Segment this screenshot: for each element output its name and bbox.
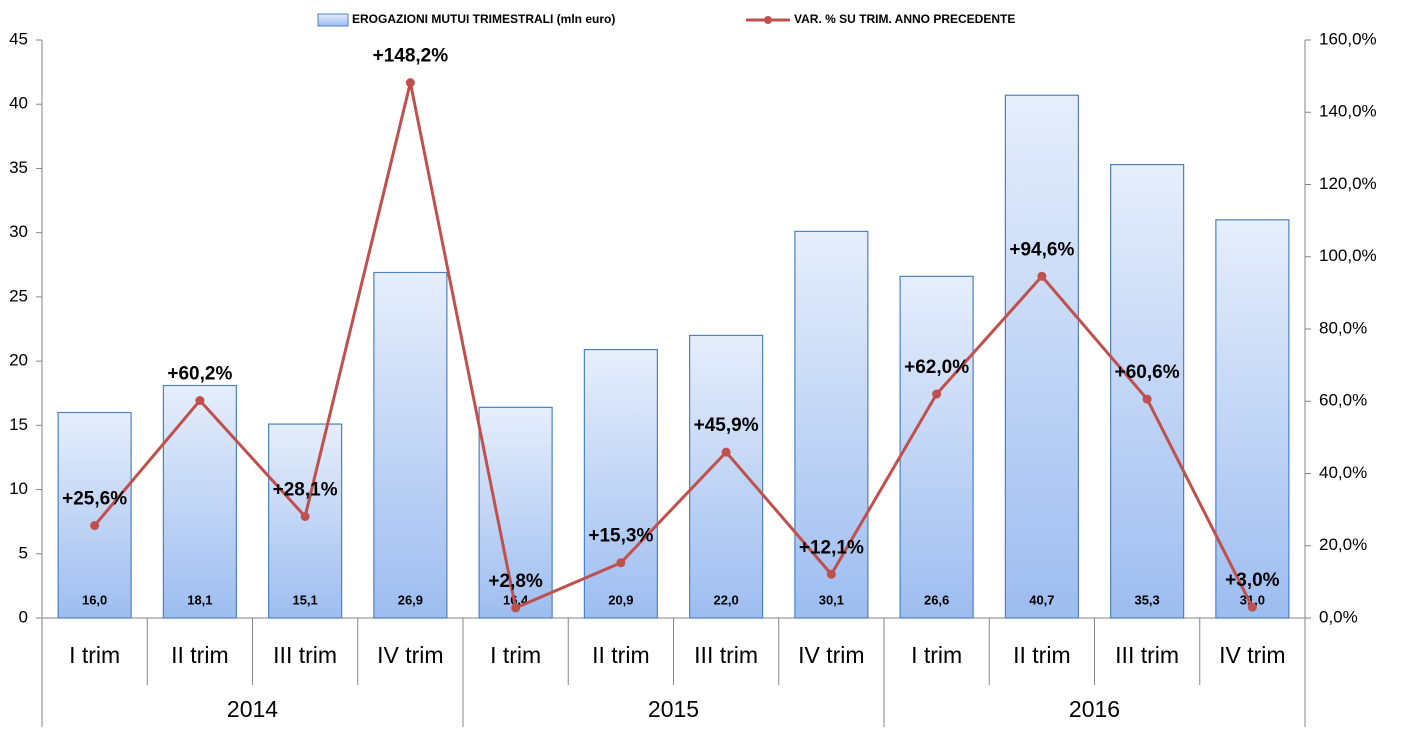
line-point	[826, 569, 836, 579]
y-tick-label: 30	[9, 222, 28, 241]
bar-value-label: 20,9	[608, 592, 633, 607]
line-point	[300, 511, 310, 521]
bar	[57, 411, 132, 619]
y2-tick-label: 60,0%	[1319, 391, 1367, 410]
bar	[1215, 219, 1290, 619]
line-value-label: +62,0%	[904, 357, 969, 378]
y2-tick-label: 140,0%	[1319, 102, 1377, 121]
y-tick-label: 10	[9, 479, 28, 498]
line-point	[721, 447, 731, 457]
legend-label: VAR. % SU TRIM. ANNO PRECEDENTE	[794, 12, 1015, 26]
line	[93, 82, 1254, 610]
x-tick-label: II trim	[1013, 642, 1071, 668]
x-tick-label: IV trim	[377, 642, 443, 668]
y-tick-label: 40	[9, 94, 28, 113]
group-label: 2016	[1069, 696, 1120, 722]
y2-tick-label: 20,0%	[1319, 535, 1367, 554]
bar	[583, 348, 658, 619]
line-value-label: +12,1%	[799, 537, 864, 558]
y2-tick-label: 160,0%	[1319, 29, 1377, 48]
y-tick-label: 15	[9, 415, 28, 434]
line-point	[405, 78, 415, 88]
legend-label: EROGAZIONI MUTUI TRIMESTRALI (mln euro)	[352, 12, 615, 26]
bar-value-label: 15,1	[292, 592, 317, 607]
line-value-label: +3,0%	[1225, 570, 1280, 591]
legend-marker	[764, 16, 772, 24]
y2-tick-label: 40,0%	[1319, 463, 1367, 482]
line-value-label: +25,6%	[62, 489, 127, 510]
bar	[1110, 163, 1185, 619]
line-value-label: +60,6%	[1115, 362, 1180, 383]
y2-tick-label: 100,0%	[1319, 246, 1377, 265]
x-tick-label: III trim	[1115, 642, 1179, 668]
bar	[1004, 94, 1079, 619]
y-tick-label: 20	[9, 351, 28, 370]
line-point	[932, 389, 942, 399]
line-point	[616, 558, 626, 568]
y2-tick-label: 80,0%	[1319, 318, 1367, 337]
bar	[162, 384, 237, 619]
bar-value-label: 18,1	[187, 592, 212, 607]
line-point	[1142, 394, 1152, 404]
x-tick-label: I trim	[490, 642, 541, 668]
bar-value-label: 35,3	[1134, 592, 1159, 607]
bar-value-label: 26,9	[398, 592, 423, 607]
bar-value-label: 22,0	[713, 592, 738, 607]
line-value-label: +60,2%	[167, 364, 232, 385]
bar-value-label: 40,7	[1029, 592, 1054, 607]
group-label: 2015	[648, 696, 699, 722]
line-value-label: +2,8%	[488, 571, 543, 592]
bar-value-label: 26,6	[924, 592, 949, 607]
line-value-label: +94,6%	[1009, 239, 1074, 260]
line-point	[90, 521, 100, 531]
bar	[689, 334, 764, 619]
bar-value-label: 30,1	[819, 592, 844, 607]
bar-value-label: 16,0	[82, 592, 107, 607]
x-tick-label: IV trim	[798, 642, 864, 668]
line-value-label: +45,9%	[694, 415, 759, 436]
x-tick-label: III trim	[694, 642, 758, 668]
bar	[478, 406, 553, 619]
legend-swatch	[317, 13, 349, 27]
line-point	[1037, 271, 1047, 281]
line-point	[511, 603, 521, 613]
y2-tick-label: 0,0%	[1319, 607, 1358, 626]
bar	[794, 230, 869, 619]
x-tick-label: I trim	[69, 642, 120, 668]
group-label: 2014	[227, 696, 278, 722]
x-tick-label: III trim	[273, 642, 337, 668]
bar	[373, 271, 448, 619]
x-tick-label: II trim	[592, 642, 650, 668]
line-point	[1247, 602, 1257, 612]
line-value-label: +148,2%	[373, 46, 449, 67]
x-tick-label: I trim	[911, 642, 962, 668]
legend: EROGAZIONI MUTUI TRIMESTRALI (mln euro) V…	[317, 12, 1015, 27]
y-tick-label: 5	[19, 543, 28, 562]
line-value-label: +28,1%	[273, 480, 338, 501]
bar	[268, 423, 343, 619]
bar	[899, 275, 974, 619]
y-tick-label: 35	[9, 158, 28, 177]
x-tick-label: II trim	[171, 642, 229, 668]
line-value-label: +15,3%	[588, 526, 653, 547]
y-tick-label: 45	[9, 29, 28, 48]
line-point	[195, 396, 205, 406]
y-tick-label: 25	[9, 286, 28, 305]
y2-tick-label: 120,0%	[1319, 174, 1377, 193]
x-tick-label: IV trim	[1219, 642, 1285, 668]
y-tick-label: 0	[19, 607, 28, 626]
